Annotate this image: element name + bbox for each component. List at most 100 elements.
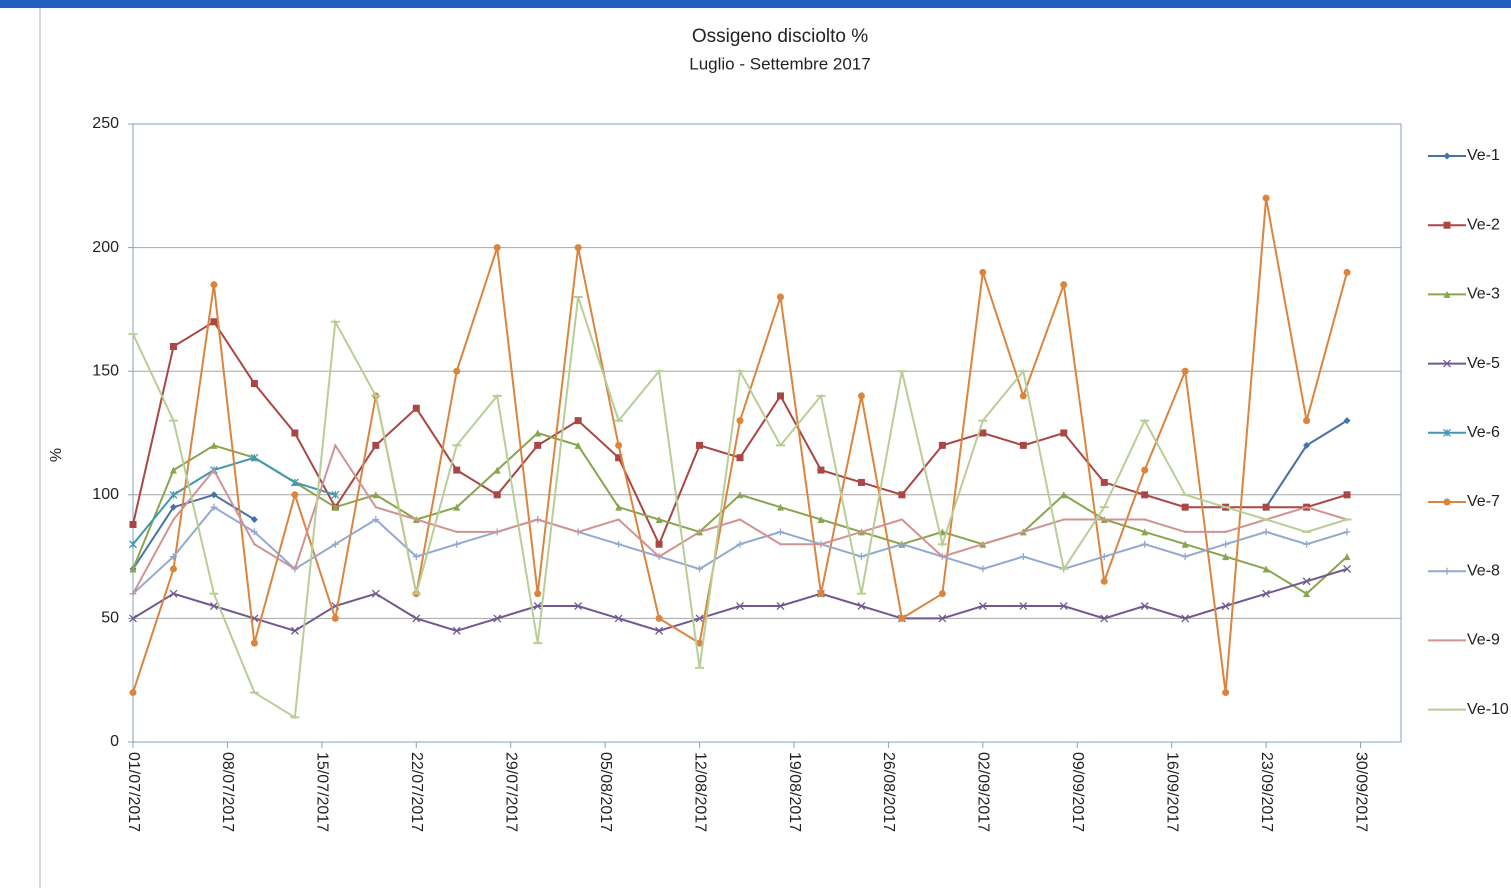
point: [331, 540, 339, 548]
point: [736, 491, 744, 499]
point: [979, 429, 987, 437]
point: [615, 503, 623, 511]
point: [736, 454, 744, 462]
point: [496, 530, 499, 534]
legend-label: Ve-2: [1467, 216, 1500, 233]
point: [1181, 367, 1189, 375]
point: [453, 367, 461, 375]
point: [1305, 505, 1308, 509]
point: [334, 444, 337, 447]
x-tick-label: 26/08/2017: [880, 752, 897, 832]
point: [250, 380, 258, 388]
point: [331, 614, 339, 622]
point: [898, 614, 906, 622]
point: [657, 555, 661, 558]
point: [493, 244, 501, 252]
point: [1343, 528, 1351, 536]
point: [331, 490, 340, 499]
point: [776, 392, 784, 400]
point: [210, 441, 218, 449]
point: [1303, 441, 1311, 449]
point: [412, 404, 420, 412]
point: [1062, 518, 1065, 521]
x-tick-label: 09/09/2017: [1069, 752, 1086, 832]
point: [290, 478, 299, 487]
point: [938, 614, 947, 623]
x-tick-label: 15/07/2017: [314, 752, 331, 832]
point: [374, 505, 378, 509]
point: [1100, 478, 1108, 486]
point: [1262, 528, 1270, 536]
point: [938, 590, 946, 598]
legend-label: Ve-6: [1467, 424, 1500, 441]
point: [979, 565, 987, 573]
point: [412, 553, 420, 561]
legend-label: Ve-3: [1467, 286, 1500, 303]
y-tick-label: 100: [92, 486, 119, 503]
point: [776, 293, 784, 301]
point: [857, 478, 865, 486]
point: [738, 518, 742, 521]
point: [210, 491, 218, 499]
point: [1343, 491, 1351, 499]
point: [250, 453, 259, 462]
point: [1059, 602, 1068, 610]
point: [209, 602, 218, 610]
point: [129, 520, 137, 528]
point: [938, 441, 946, 449]
point: [1181, 503, 1189, 511]
point: [736, 417, 744, 425]
point: [1140, 602, 1149, 610]
point: [1343, 268, 1351, 276]
point: [291, 491, 299, 499]
point: [169, 342, 177, 350]
point: [415, 518, 418, 521]
point: [817, 590, 825, 598]
point: [534, 429, 542, 437]
point: [534, 590, 542, 598]
point: [129, 614, 137, 623]
point: [1181, 553, 1189, 561]
point: [1224, 530, 1227, 534]
point: [1019, 553, 1027, 561]
point: [981, 543, 985, 546]
point: [169, 490, 178, 499]
point: [1022, 530, 1025, 534]
legend-marker: [1443, 567, 1451, 575]
point: [1181, 540, 1189, 548]
series-line: [132, 568, 1348, 632]
point: [169, 466, 177, 474]
point: [898, 540, 906, 548]
point: [1343, 565, 1351, 573]
point: [533, 602, 542, 610]
point: [979, 268, 987, 276]
legend-label: Ve-1: [1467, 147, 1500, 164]
point: [253, 543, 256, 546]
point: [857, 602, 866, 610]
point: [1100, 614, 1109, 623]
point: [493, 614, 502, 623]
legend-label: Ve-7: [1467, 493, 1500, 510]
point: [493, 491, 501, 499]
x-tick-label: 16/09/2017: [1163, 752, 1180, 832]
y-tick-label: 0: [110, 733, 119, 750]
point: [453, 466, 461, 474]
point: [169, 565, 177, 573]
point: [131, 592, 135, 595]
point: [1343, 417, 1351, 425]
legend-marker: [1443, 290, 1451, 298]
point: [453, 540, 461, 548]
legend-marker: [1443, 498, 1451, 506]
point: [696, 639, 704, 647]
point: [978, 602, 987, 610]
point: [129, 540, 137, 549]
y-tick-label: 50: [101, 610, 119, 627]
x-tick-label: 19/08/2017: [786, 752, 803, 832]
point: [857, 392, 865, 400]
point: [493, 466, 501, 474]
point: [574, 244, 582, 252]
point: [412, 614, 421, 623]
point: [1141, 491, 1149, 499]
point: [372, 491, 380, 499]
